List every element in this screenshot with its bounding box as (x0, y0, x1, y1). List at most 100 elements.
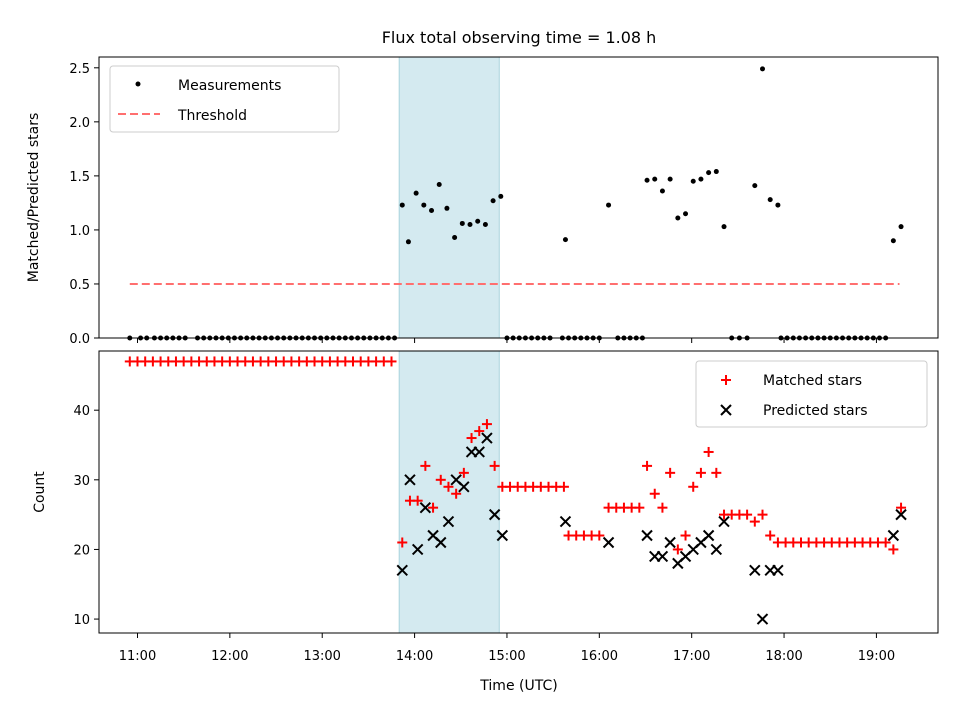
matched-star-point (672, 544, 683, 555)
measurement-point (467, 222, 473, 228)
measurement-point (767, 197, 773, 203)
matched-star-point (665, 467, 676, 478)
matched-star-point (711, 467, 722, 478)
x-tick-label: 18:00 (765, 649, 802, 664)
measurement-point (775, 202, 781, 208)
y-tick-label: 40 (73, 404, 90, 419)
y-tick-label: 0.5 (69, 278, 90, 293)
matched-star-point (397, 537, 408, 548)
matched-star-point (757, 509, 768, 520)
measurement-point (706, 170, 712, 176)
chart-title: Flux total observing time = 1.08 h (382, 28, 657, 47)
highlight-span-top (398, 56, 500, 339)
matched-star-point (657, 502, 668, 513)
measurement-point (675, 215, 681, 221)
x-b (404, 474, 416, 486)
x-tick-label: 19:00 (858, 649, 895, 664)
measurement-point (713, 169, 719, 175)
measurement-point (667, 176, 673, 182)
x-b (488, 508, 501, 521)
measurement-point (659, 188, 665, 194)
x-tick-label: 17:00 (673, 649, 710, 664)
measurement-point (413, 190, 419, 196)
x-b (411, 543, 424, 556)
predicted-star-point (404, 474, 416, 486)
predicted-star-point (887, 529, 900, 542)
bottom-legend: Matched stars Predicted stars (695, 360, 928, 428)
top-y-axis-label: Matched/Predicted stars (26, 113, 42, 283)
matched-star-point (458, 467, 469, 478)
matched-star-point (428, 502, 439, 513)
legend-box (109, 65, 340, 133)
measurement-point (898, 224, 904, 230)
x-tick-label: 14:00 (396, 649, 433, 664)
top-axes-ticks: 0.0 0.5 1.0 1.5 2.0 2.5 (69, 62, 99, 347)
predicted-star-point (488, 508, 501, 521)
matched-star-point (703, 446, 714, 457)
predicted-star-point (559, 515, 572, 528)
predicted-star-point (895, 508, 907, 521)
measurement-point (399, 202, 405, 208)
top-legend: Measurements Threshold (109, 65, 340, 133)
measurement-point (698, 176, 704, 182)
measurement-point (459, 220, 465, 226)
matched-star-point (765, 530, 776, 541)
top-axes-frame (98, 56, 939, 339)
x-b (559, 515, 572, 528)
highlight-span-bottom (398, 350, 500, 634)
ratio-panel: 0.0 0.5 1.0 1.5 2.0 2.5 Matched/Predicted sta… (26, 56, 939, 347)
predicted-star-point (473, 446, 485, 458)
x-b (419, 501, 432, 514)
x-tick-label: 15:00 (488, 649, 525, 664)
predicted-star-point (458, 481, 470, 493)
measurement-point (421, 202, 427, 208)
predicted-star-point (641, 529, 653, 542)
x-tick-label: 16:00 (581, 649, 618, 664)
x-b (427, 529, 439, 542)
bottom-axes-frame (98, 350, 939, 634)
predicted-star-point (772, 564, 784, 577)
matched-star-point (420, 460, 431, 471)
measurement-point (482, 222, 488, 228)
matched-star-point (466, 433, 477, 444)
matched-star-point (680, 530, 691, 541)
x-b (772, 564, 784, 577)
measurement-point (135, 81, 141, 87)
x-b (481, 432, 493, 444)
measurement-point (405, 239, 411, 245)
predicted-star-point (481, 432, 493, 444)
highlight-span (398, 350, 500, 634)
x-b (602, 536, 615, 549)
measurement-point (690, 178, 696, 184)
measurement-point (644, 177, 650, 183)
matched-star-point (749, 516, 760, 527)
x-b (473, 446, 485, 458)
predicted-star-point (710, 543, 723, 556)
x-b (710, 543, 723, 556)
predicted-star-point (396, 564, 408, 577)
x-b (887, 529, 900, 542)
measurement-point (890, 238, 896, 244)
predicted-star-point (718, 515, 730, 528)
measurement-point (490, 198, 496, 204)
y-tick-label: 2.0 (69, 116, 90, 131)
matched-star-point (649, 488, 660, 499)
x-b (756, 613, 769, 625)
count-points (124, 356, 907, 625)
x-tick-label: 12:00 (211, 649, 248, 664)
legend-label-threshold: Threshold (177, 108, 247, 124)
predicted-star-point (411, 543, 424, 556)
measurement-point (429, 207, 435, 213)
predicted-star-point (419, 501, 432, 514)
measurement-point (452, 234, 458, 240)
matched-star-point (443, 481, 454, 492)
matched-star-point (435, 474, 446, 485)
predicted-star-point (702, 529, 715, 542)
legend-matched-swatch (721, 375, 731, 385)
matched-star-point (412, 495, 423, 506)
highlight-span (398, 56, 500, 339)
measurement-point (606, 202, 612, 208)
matched-star-point (896, 502, 907, 513)
x-b (442, 515, 455, 528)
matched-star-point (695, 467, 706, 478)
